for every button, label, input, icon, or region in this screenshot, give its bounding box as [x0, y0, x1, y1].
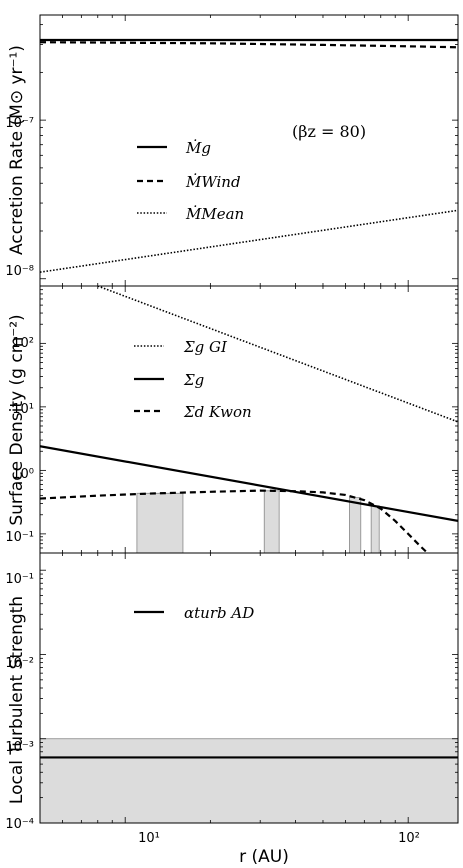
- shaded-region: [263, 490, 280, 554]
- shaded-region: [136, 492, 184, 554]
- x-ticks: 10¹ 10²: [138, 831, 420, 846]
- series-line: [97, 286, 458, 423]
- xtick-label: 10²: [398, 831, 420, 846]
- axis-ticks: [39, 15, 458, 287]
- ytick-label: 10⁻¹: [5, 572, 34, 587]
- shaded-band: [39, 738, 459, 824]
- beta-annotation: (βz = 80): [292, 122, 366, 141]
- shaded-region: [349, 497, 362, 554]
- series-line: [40, 445, 458, 523]
- density-legend: Σg GI Σg Σd Kwon: [134, 338, 252, 421]
- ytick-label: 10⁻⁸: [5, 264, 34, 279]
- ytick-label: 10⁻⁷: [5, 116, 34, 131]
- legend-entry: Ṁg: [185, 139, 211, 157]
- series-line: [40, 489, 430, 553]
- ytick-label: 10⁰: [12, 467, 34, 482]
- ytick-label: 10⁻¹: [5, 530, 34, 545]
- panel-surface-density: 10² 10¹ 10⁰ 10⁻¹ Surface Density (g cm⁻²…: [5, 285, 459, 554]
- density-ylabel: Surface Density (g cm⁻²): [7, 314, 27, 525]
- accretion-legend: Ṁg ṀWind ṀMean: [137, 139, 244, 223]
- turbulence-y-ticks: 10⁻¹ 10⁻² 10⁻³ 10⁻⁴: [5, 572, 34, 832]
- axis-ticks: [39, 553, 458, 824]
- series-line: [40, 209, 458, 273]
- x-axis-label: r (AU): [239, 847, 289, 867]
- density-y-ticks: 10² 10¹ 10⁰ 10⁻¹: [5, 336, 34, 545]
- ytick-label: 10⁻⁴: [5, 817, 34, 832]
- plot-frame-top: [39, 14, 459, 287]
- ytick-label: 10⁻²: [5, 656, 34, 671]
- xtick-label: 10¹: [138, 831, 160, 846]
- ytick-label: 10²: [12, 336, 34, 351]
- series-line: [40, 41, 458, 49]
- accretion-ylabel: Accretion Rate (M⊙ yr⁻¹): [7, 45, 27, 255]
- shaded-region: [370, 505, 380, 554]
- legend-entry: ṀWind: [185, 173, 241, 191]
- panel-turbulent-strength: 10⁻¹ 10⁻² 10⁻³ 10⁻⁴ Local Turbulent Stre…: [5, 552, 459, 867]
- turbulence-legend: αturb AD: [134, 604, 254, 622]
- ytick-label: 10¹: [12, 402, 34, 417]
- turbulence-ylabel: Local Turbulent Strength: [7, 596, 27, 804]
- accretion-series-group: [40, 38, 458, 273]
- ytick-label: 10⁻³: [5, 740, 34, 755]
- legend-entry: ṀMean: [185, 205, 244, 223]
- legend-entry: Σd Kwon: [183, 403, 252, 421]
- legend-entry: αturb AD: [184, 604, 254, 622]
- legend-entry: Σg GI: [183, 338, 228, 356]
- accretion-y-ticks: 10⁻⁷ 10⁻⁸: [5, 116, 34, 279]
- density-series-group: [40, 286, 458, 553]
- turbulence-shaded-band: [39, 738, 459, 824]
- legend-entry: Σg: [183, 371, 204, 389]
- axis-ticks: [39, 285, 458, 554]
- panel-accretion-rate: 10⁻⁷ 10⁻⁸ Accretion Rate (M⊙ yr⁻¹) (βz =…: [5, 14, 459, 287]
